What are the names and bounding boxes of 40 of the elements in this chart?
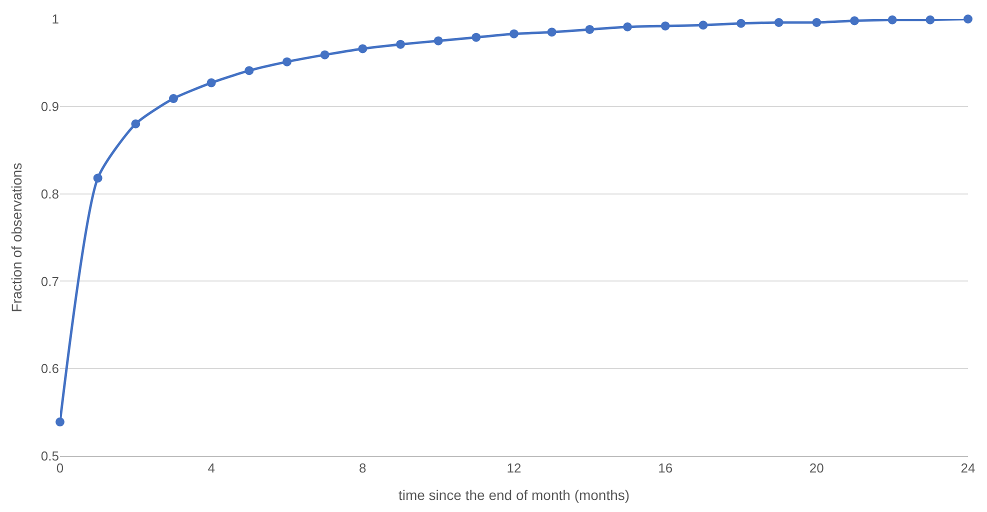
point (434, 36, 443, 46)
point (736, 18, 746, 28)
point (888, 15, 897, 24)
point (131, 119, 140, 128)
y-tick-label: 1 (52, 12, 59, 27)
point (774, 18, 784, 27)
point (472, 32, 481, 42)
x-tick-label: 20 (809, 460, 824, 476)
y-axis-title: Fraction of observations (8, 162, 25, 312)
point (244, 66, 254, 76)
point (698, 20, 708, 30)
point (547, 28, 556, 37)
point (282, 57, 292, 66)
point (964, 14, 972, 24)
point (358, 44, 368, 54)
x-tick-label: 0 (56, 460, 64, 476)
x-tick-label: 24 (960, 460, 976, 476)
point (206, 78, 216, 88)
x-tick-label: 4 (208, 460, 215, 476)
y-tick-label: 0.5 (40, 448, 59, 464)
x-axis-title: time since the end of month (months) (398, 486, 630, 503)
y-tick-label: 0.6 (40, 361, 59, 376)
point (396, 40, 405, 49)
point (320, 50, 330, 60)
y-tick-label: 0.7 (40, 274, 59, 289)
x-tick-label: 16 (658, 460, 673, 476)
point (93, 174, 102, 183)
point (585, 24, 594, 34)
point (56, 417, 64, 426)
x-tick-label: 8 (359, 460, 366, 476)
point (812, 18, 822, 27)
point (169, 94, 178, 104)
point (660, 21, 670, 30)
point (926, 15, 935, 24)
y-tick-label: 0.9 (40, 98, 59, 114)
y-tick-label: 0.8 (40, 186, 59, 202)
point (850, 16, 859, 26)
point (510, 29, 518, 38)
x-tick-label: 12 (506, 460, 522, 476)
point (623, 22, 632, 32)
